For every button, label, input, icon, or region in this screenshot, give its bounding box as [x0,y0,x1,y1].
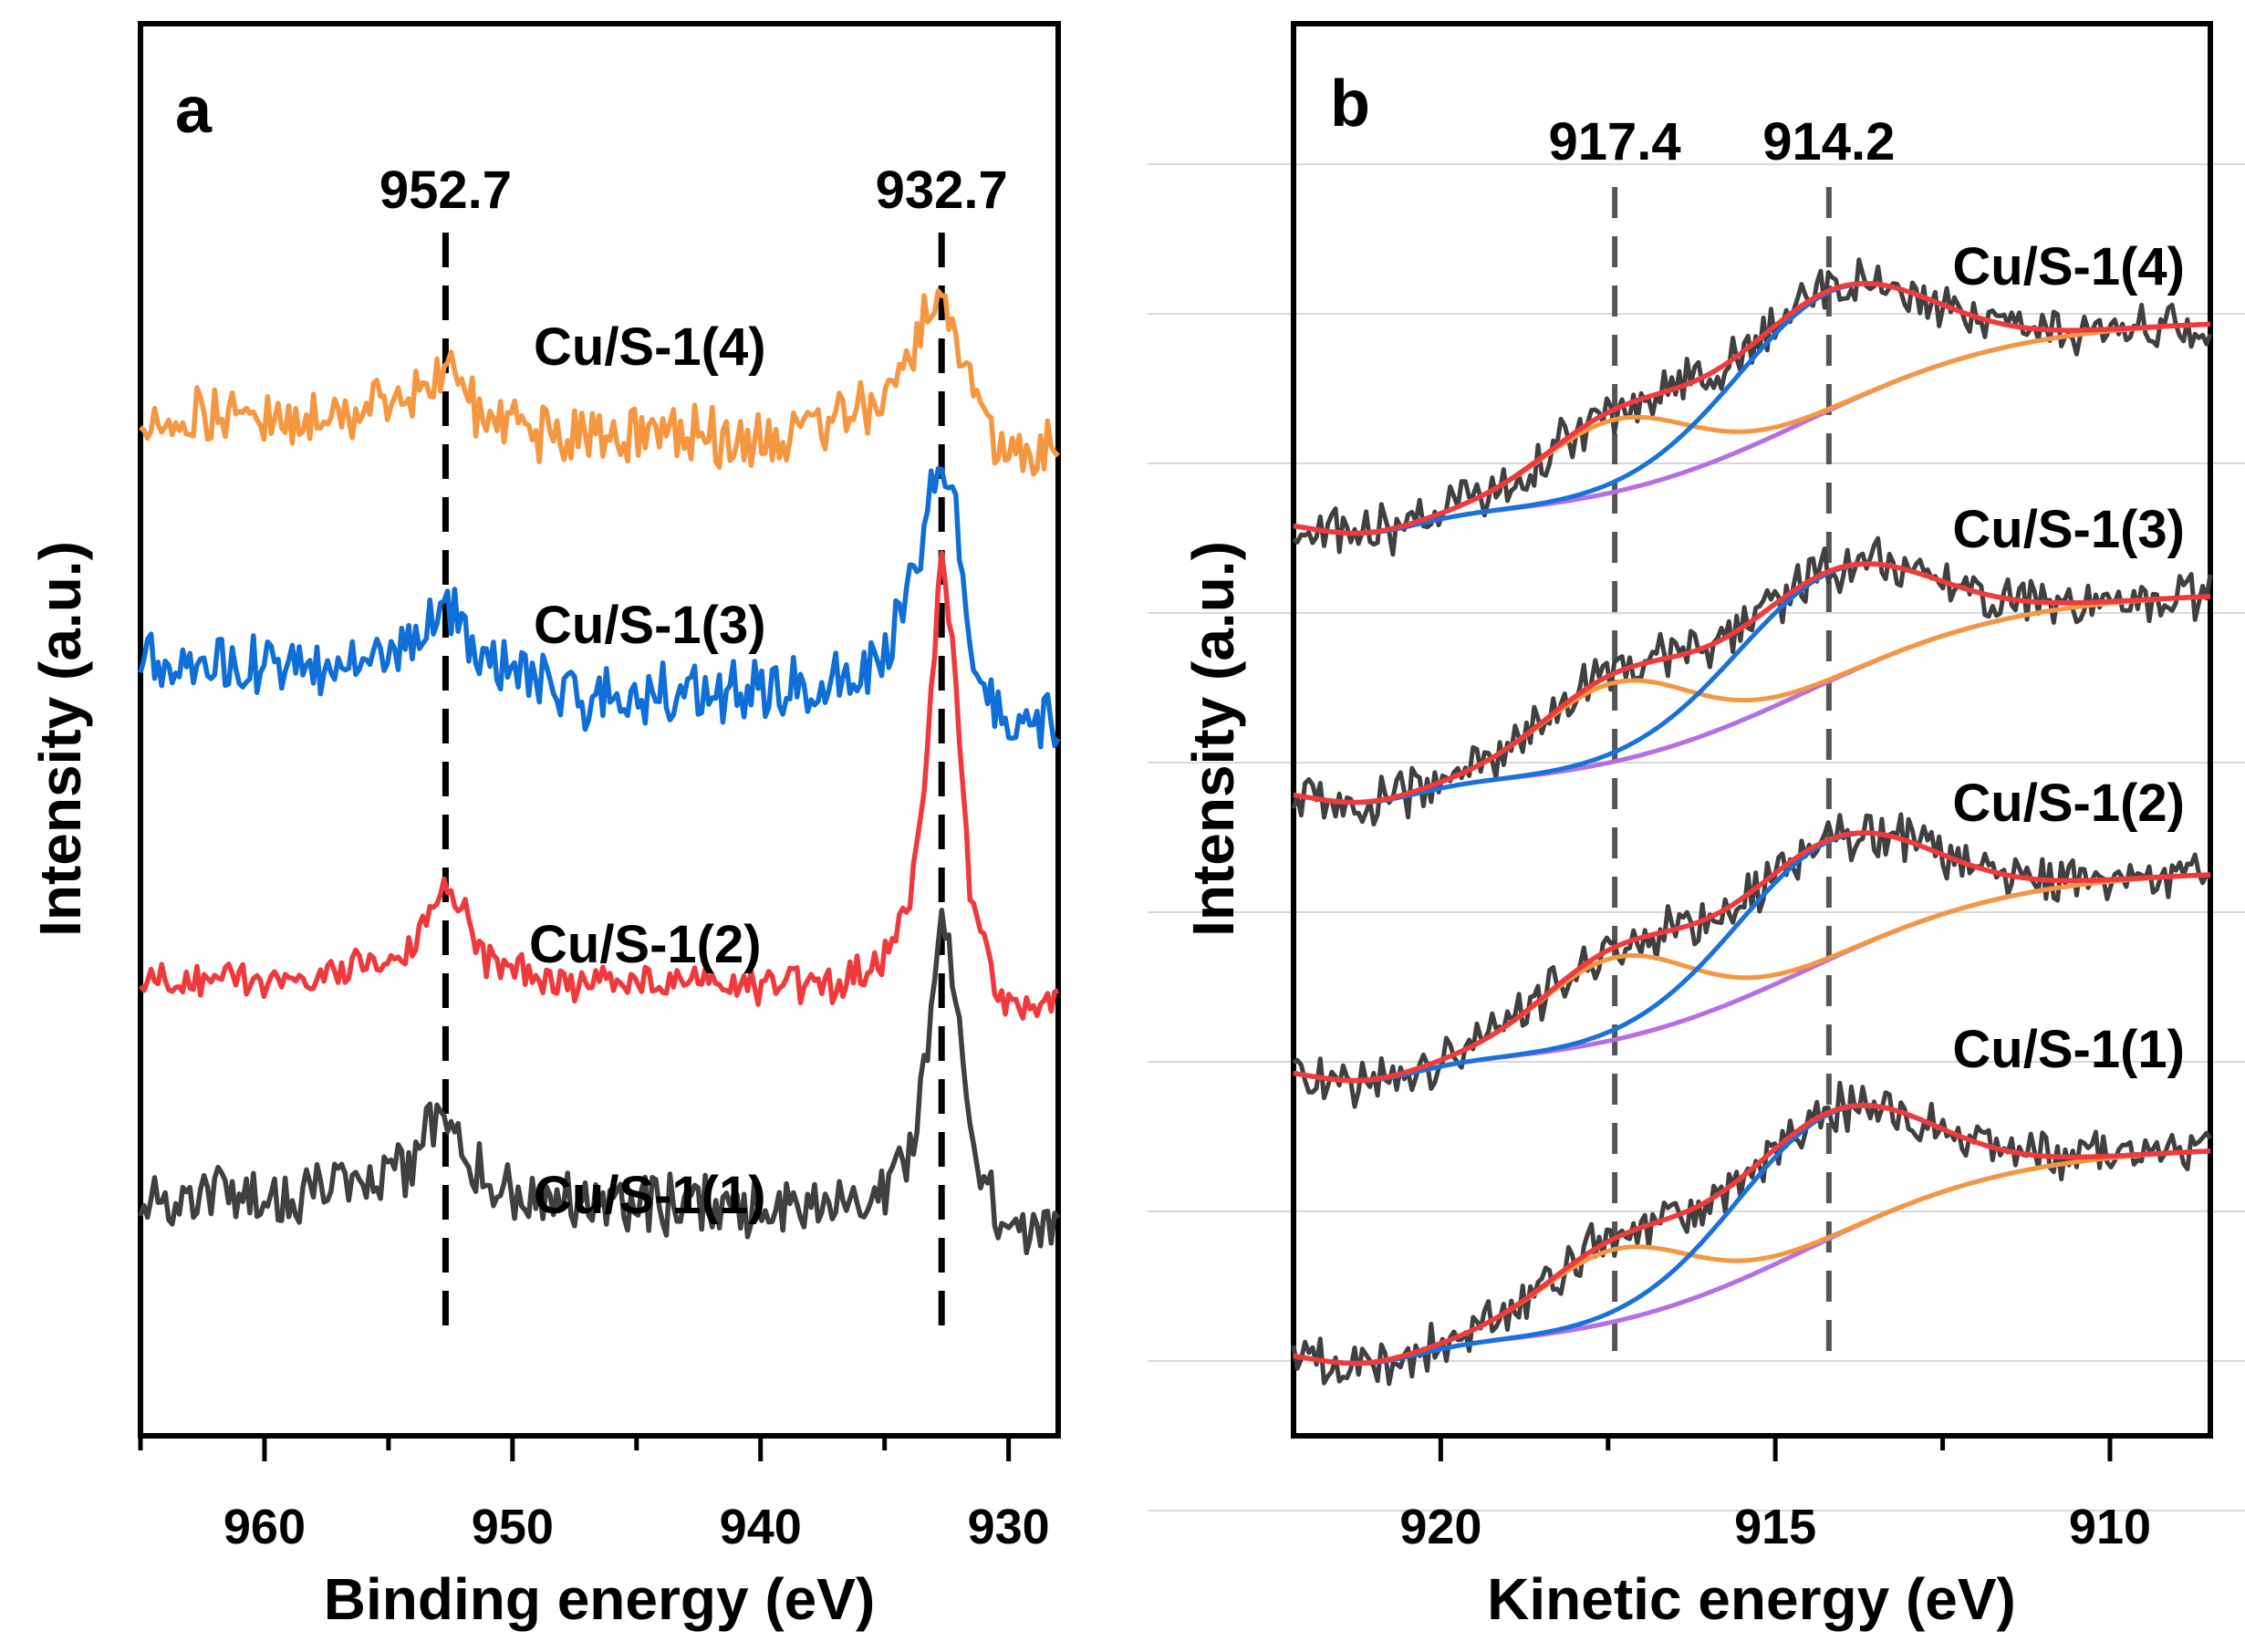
panel-a-tick-label-1: 950 [472,1500,554,1554]
panel-a: a 952.7 932.7 Cu/S-1(4) Cu/S-1(3) Cu/S-1(… [27,21,1061,1632]
panel-b-sample-4 [1292,257,2213,557]
panel-b-sample-2 [1292,812,2212,1109]
sample-label-b-2: Cu/S-1(2) [1952,774,2185,833]
panel-b-tick-label-0: 920 [1399,1500,1481,1554]
panel-a-series-4 [139,288,1060,477]
panel-b-x-axis-title: Kinetic energy (eV) [1487,1566,2016,1632]
sample-label-a-2: Cu/S-1(2) [529,915,762,974]
sample-label-b-1: Cu/S-1(1) [1952,1020,2185,1079]
panel-a-tick-label-3: 930 [968,1500,1050,1554]
sample-label-b-3: Cu/S-1(3) [1952,500,2185,559]
panel-b-y-axis-title: Intensity (a.u.) [1180,541,1246,937]
panel-b-sample-3 [1291,535,2213,827]
panel-b: b 917.4 914.2 Cu/S-1(4) Cu/S-1(3) Cu/S-1(… [1148,21,2245,1632]
panel-a-frame [138,21,1061,1439]
panel-a-series-3 [138,466,1061,750]
panel-b-series [1291,257,2213,1387]
panel-b-envelope-fit [1293,1102,2211,1366]
sample-label-a-4: Cu/S-1(4) [534,317,766,377]
panel-a-reference-label-0: 952.7 [379,161,512,220]
panel-b-frame [1291,21,2213,1439]
panel-a-reference-label-1: 932.7 [876,161,1008,220]
panel-a-reference-lines: 952.7 932.7 [379,161,1008,1339]
sample-label-a-3: Cu/S-1(3) [534,596,766,655]
panel-a-letter: a [175,74,213,147]
panel-a-tick-label-0: 960 [223,1500,306,1554]
panel-b-raw-spectrum [1291,1080,2213,1387]
panel-a-x-axis-title: Binding energy (eV) [324,1566,876,1632]
panel-b-tick-label-1: 915 [1734,1500,1816,1554]
panel-b-envelope-fit [1293,830,2211,1084]
panel-a-x-ticks: 960 950 940 930 [138,1436,1050,1554]
panel-a-y-axis-title: Intensity (a.u.) [27,541,93,937]
panel-b-reference-label-0: 917.4 [1549,112,1681,171]
panel-b-sample-1 [1291,1080,2213,1387]
panel-a-series-1 [138,908,1061,1256]
panel-b-reference-lines: 917.4 914.2 [1549,112,1895,1368]
panel-b-envelope-fit [1293,561,2211,805]
panel-b-letter: b [1330,68,1370,140]
panel-a-tick-label-2: 940 [720,1500,802,1554]
panel-b-tick-label-2: 910 [2069,1500,2151,1554]
panel-b-envelope-fit [1293,280,2211,536]
panel-a-series-2 [138,550,1059,1021]
panel-b-x-ticks: 920 915 910 [1399,1436,2151,1554]
sample-label-b-4: Cu/S-1(4) [1952,237,2185,296]
panel-b-sample-labels: Cu/S-1(4) Cu/S-1(3) Cu/S-1(2) Cu/S-1(1) [1952,237,2185,1079]
sample-label-a-1: Cu/S-1(1) [534,1166,766,1225]
panel-a-series [138,288,1061,1256]
panel-a-sample-labels: Cu/S-1(4) Cu/S-1(3) Cu/S-1(2) Cu/S-1(1) [529,317,766,1225]
panel-b-cu0-fit [1293,281,2211,536]
panel-b-reference-label-1: 914.2 [1762,112,1895,171]
